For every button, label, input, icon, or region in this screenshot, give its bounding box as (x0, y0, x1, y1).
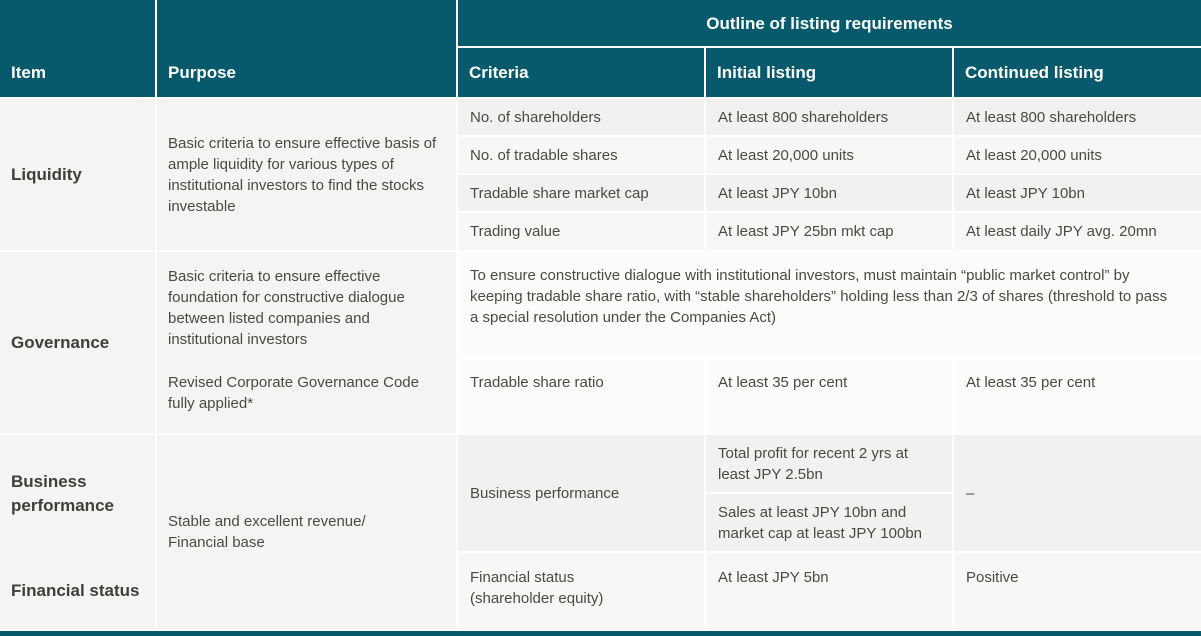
business-item-cell: Business performance Financial status (0, 435, 155, 629)
governance-purpose-text-2: Revised Corporate Governance Code fully … (168, 374, 419, 412)
liquidity-row3-continued: At least JPY 10bn (954, 175, 1201, 211)
liquidity-row2-criteria: No. of tradable shares (458, 137, 704, 173)
bottom-teal-strip (0, 631, 1201, 636)
business-performance-criteria: Business performance (458, 435, 704, 551)
header-initial-listing-label: Initial listing (717, 63, 817, 82)
liquidity-item-cell: Liquidity (0, 99, 155, 250)
liquidity-row4-criteria: Trading value (458, 213, 704, 250)
business-performance-initial-b: Sales at least JPY 10bn and market cap a… (706, 494, 952, 551)
header-item-label: Item (11, 63, 46, 82)
financial-status-item-label: Financial status (11, 581, 140, 600)
cell-text: At least JPY 10bn (718, 184, 837, 202)
cell-text: At least JPY 10bn (966, 184, 1085, 202)
liquidity-row1-criteria: No. of shareholders (458, 99, 704, 135)
cell-text: Trading value (470, 223, 561, 240)
cell-text: At least 800 shareholders (966, 108, 1137, 126)
liquidity-purpose-cell: Basic criteria to ensure effective basis… (157, 99, 456, 250)
governance-ratio-initial: At least 35 per cent (706, 360, 952, 433)
liquidity-item-label: Liquidity (11, 164, 82, 184)
cell-text: Sales at least JPY 10bn and market cap a… (718, 503, 923, 542)
liquidity-row3-initial: At least JPY 10bn (706, 175, 952, 211)
cell-text: Tradable share ratio (470, 374, 604, 391)
header-outline: Outline of listing requirements (458, 0, 1201, 46)
business-purpose-text: Stable and excellent revenue/ Financial … (168, 513, 366, 551)
cell-text: Tradable share market cap (470, 184, 649, 202)
header-item: Item (0, 0, 155, 97)
governance-note-text: To ensure constructive dialogue with ins… (470, 267, 1168, 326)
cell-text: Financial status (shareholder equity) (470, 569, 604, 607)
governance-item-cell: Governance (0, 252, 155, 433)
governance-item-label: Governance (11, 332, 110, 352)
cell-text: Positive (966, 569, 1019, 586)
cell-text: At least 35 per cent (718, 374, 848, 391)
header-initial-listing: Initial listing (706, 48, 952, 97)
governance-ratio-continued: At least 35 per cent (954, 360, 1201, 433)
business-performance-item-label: Business performance (11, 472, 114, 515)
cell-text: No. of tradable shares (470, 146, 618, 164)
header-criteria: Criteria (458, 48, 704, 97)
liquidity-row2-continued: At least 20,000 units (954, 137, 1201, 173)
cell-text: At least 20,000 units (718, 146, 854, 164)
cell-text: At least JPY 25bn mkt cap (718, 223, 894, 240)
business-purpose-cell: Stable and excellent revenue/ Financial … (157, 435, 456, 629)
governance-ratio-criteria: Tradable share ratio (458, 360, 704, 433)
cell-text: At least daily JPY avg. 20mn (966, 223, 1157, 240)
business-performance-continued: – (954, 435, 1201, 551)
governance-note-cell: To ensure constructive dialogue with ins… (458, 252, 1201, 358)
header-continued-listing-label: Continued listing (965, 63, 1104, 82)
cell-text: At least JPY 5bn (718, 569, 829, 586)
header-purpose: Purpose (157, 0, 456, 97)
liquidity-row3-criteria: Tradable share market cap (458, 175, 704, 211)
financial-status-criteria: Financial status (shareholder equity) (458, 553, 704, 629)
financial-status-continued: Positive (954, 553, 1201, 629)
header-continued-listing: Continued listing (954, 48, 1201, 97)
header-criteria-label: Criteria (469, 63, 529, 82)
business-performance-initial-a: Total profit for recent 2 yrs at least J… (706, 435, 952, 492)
liquidity-purpose-text: Basic criteria to ensure effective basis… (168, 134, 437, 215)
governance-purpose-text-1: Basic criteria to ensure effective found… (168, 268, 405, 348)
cell-text: At least 800 shareholders (718, 108, 889, 126)
cell-text: No. of shareholders (470, 108, 601, 126)
cell-text: Total profit for recent 2 yrs at least J… (718, 444, 909, 483)
financial-status-initial: At least JPY 5bn (706, 553, 952, 629)
cell-text: At least 35 per cent (966, 374, 1096, 391)
header-purpose-label: Purpose (168, 63, 237, 82)
cell-text: Business performance (470, 484, 620, 502)
liquidity-row1-initial: At least 800 shareholders (706, 99, 952, 135)
header-outline-label: Outline of listing requirements (706, 13, 953, 33)
liquidity-row4-initial: At least JPY 25bn mkt cap (706, 213, 952, 250)
dash-text: – (966, 484, 975, 502)
governance-purpose-cell: Basic criteria to ensure effective found… (157, 252, 456, 433)
liquidity-row1-continued: At least 800 shareholders (954, 99, 1201, 135)
liquidity-row4-continued: At least daily JPY avg. 20mn (954, 213, 1201, 250)
cell-text: At least 20,000 units (966, 146, 1102, 164)
liquidity-row2-initial: At least 20,000 units (706, 137, 952, 173)
